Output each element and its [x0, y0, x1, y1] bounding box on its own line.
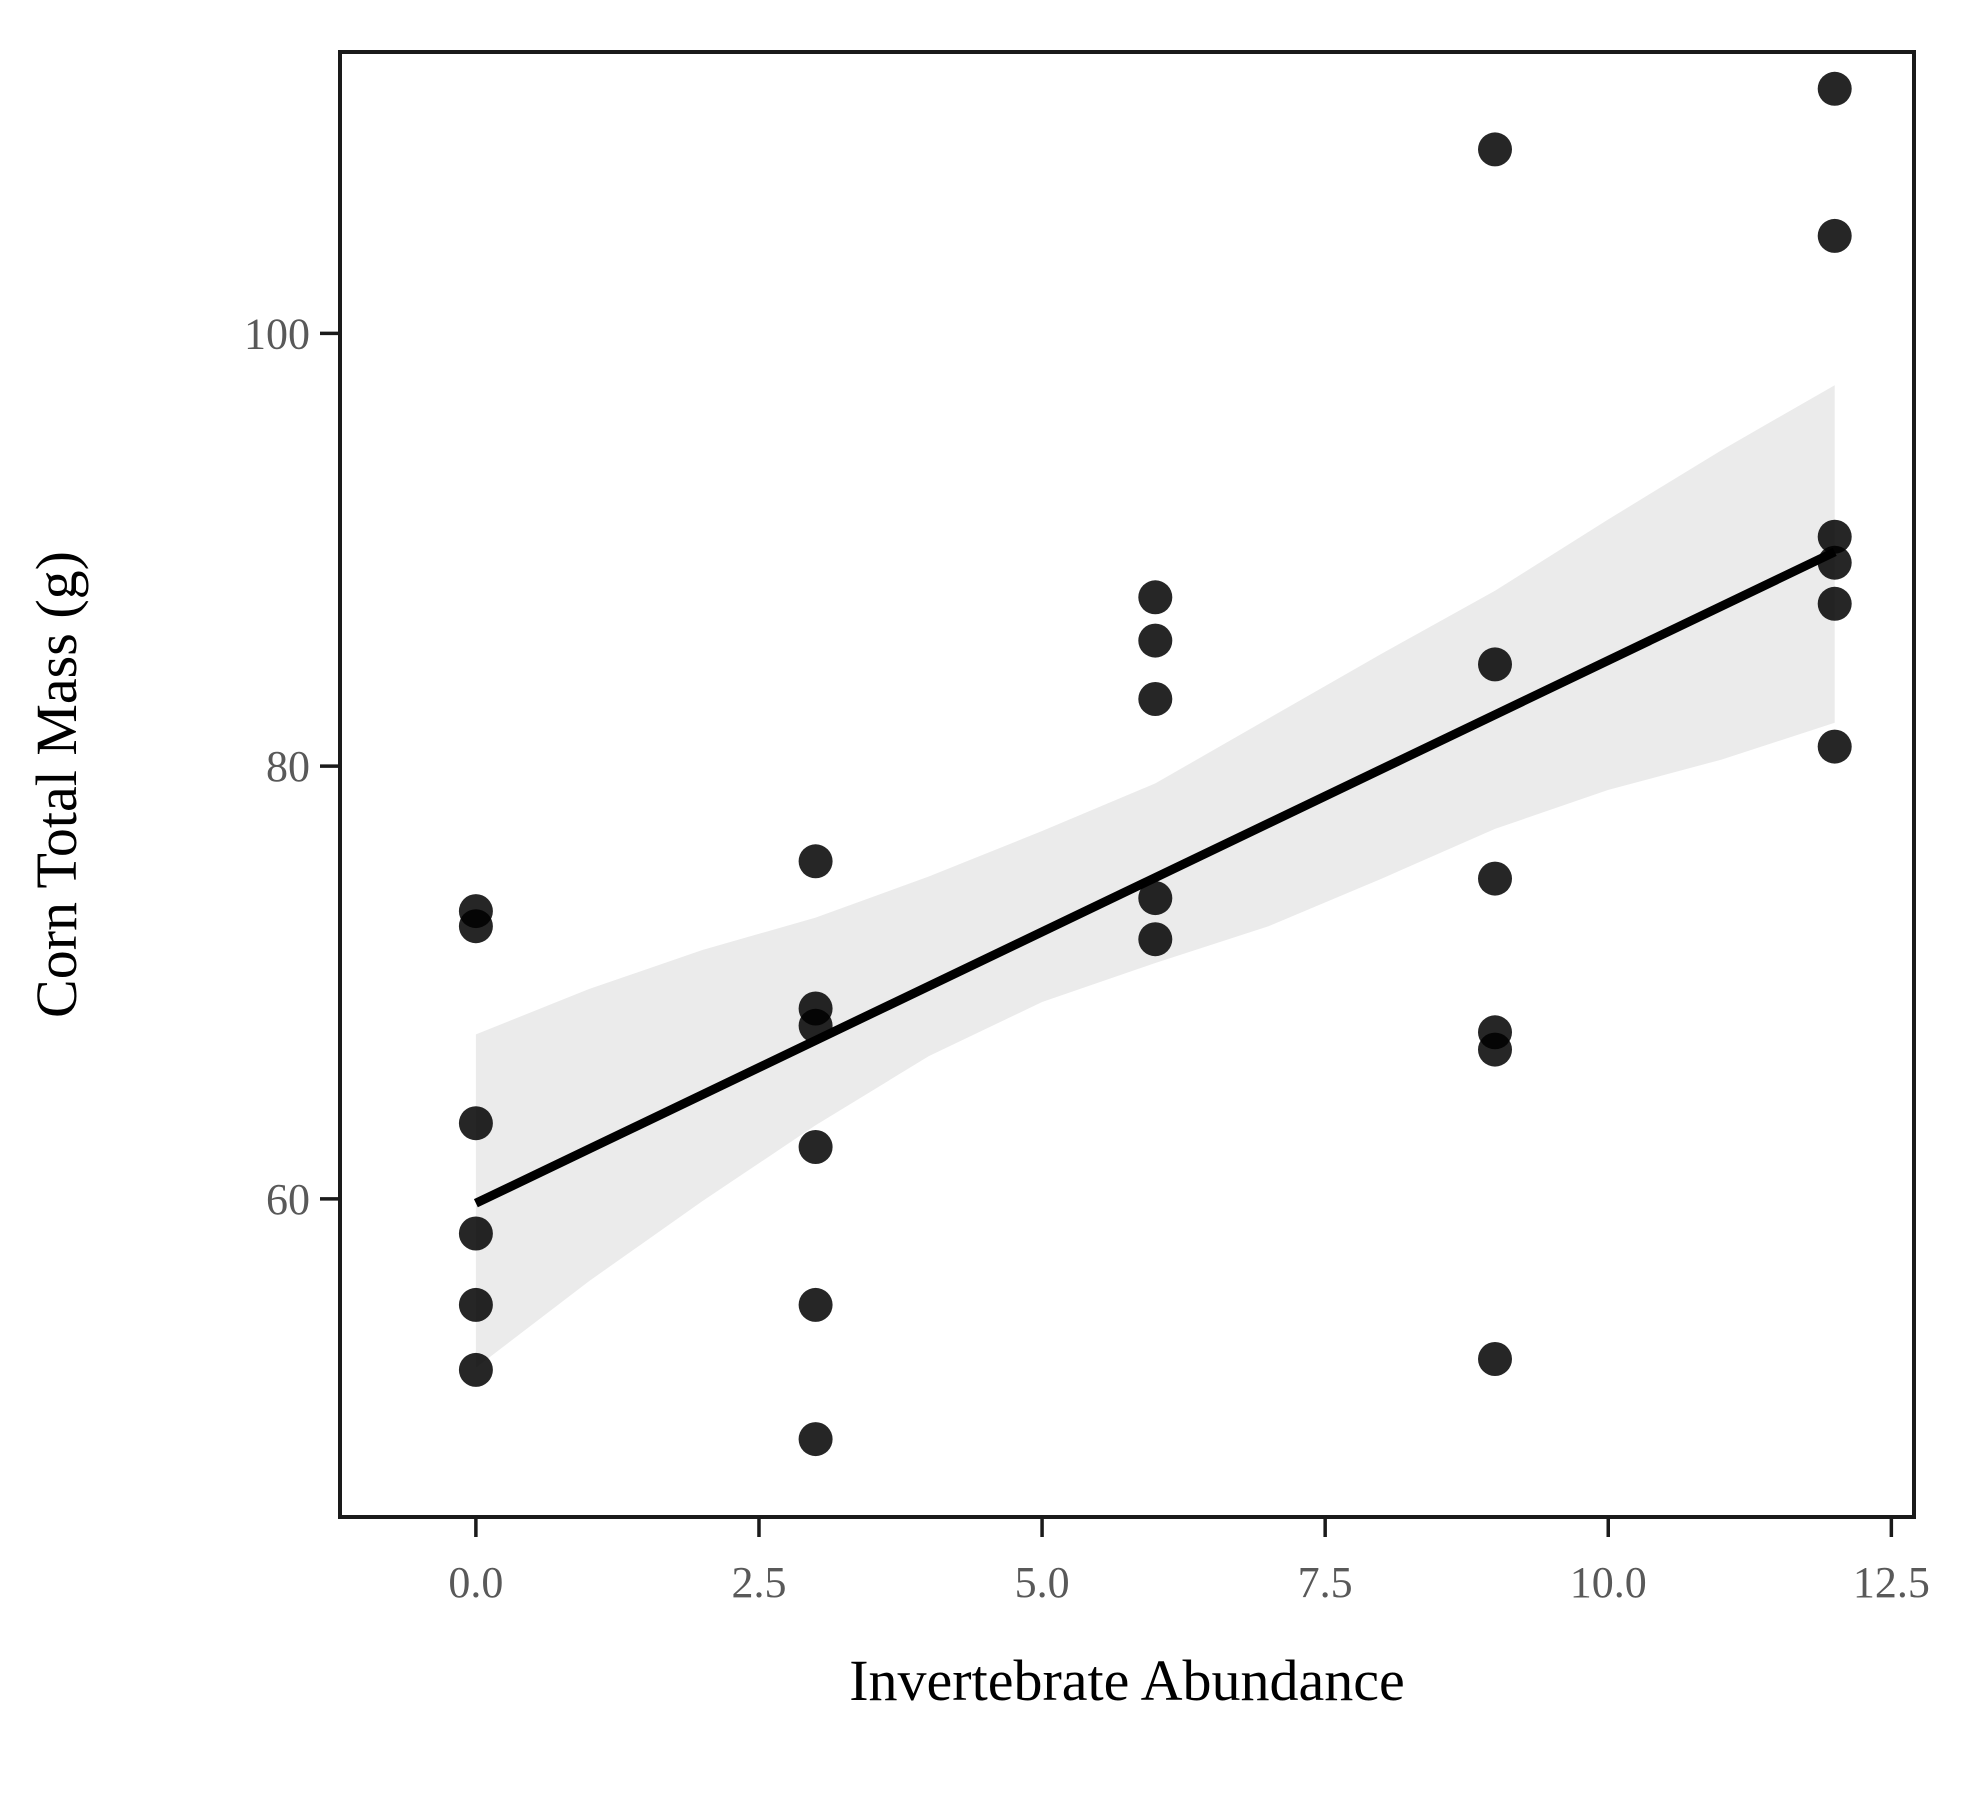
data-point — [1817, 729, 1852, 764]
data-point — [1478, 1342, 1512, 1376]
x-axis-title: Invertebrate Abundance — [849, 1648, 1405, 1713]
data-point — [1138, 623, 1173, 658]
data-point — [798, 1422, 833, 1457]
data-point — [458, 1106, 493, 1141]
data-point — [1138, 922, 1173, 957]
data-point — [1817, 545, 1852, 580]
data-point — [458, 1287, 493, 1322]
data-point — [1138, 881, 1173, 916]
y-axis-ticks: 60 80 100 — [244, 309, 340, 1224]
data-point — [1478, 647, 1512, 682]
data-point — [1478, 132, 1512, 167]
data-point — [1478, 1032, 1512, 1067]
y-tick-label: 80 — [266, 742, 310, 791]
data-point — [1817, 586, 1852, 621]
data-point — [798, 1008, 833, 1043]
data-point — [1817, 519, 1852, 554]
y-tick-label: 60 — [266, 1175, 310, 1224]
data-points-layer — [458, 71, 1852, 1457]
data-point — [1478, 861, 1512, 896]
data-point — [1817, 71, 1852, 106]
data-point — [798, 844, 833, 879]
regression-line — [473, 547, 1837, 1208]
y-tick-label: 100 — [244, 309, 310, 358]
x-tick-label: 2.5 — [731, 1558, 786, 1607]
data-point — [1138, 580, 1173, 615]
x-tick-label: 0.0 — [448, 1558, 503, 1607]
x-tick-label: 12.5 — [1853, 1558, 1930, 1607]
data-point — [458, 1352, 493, 1387]
data-point — [1138, 682, 1173, 716]
data-point — [458, 1216, 493, 1251]
y-axis-title: Corn Total Mass (g) — [24, 551, 89, 1018]
x-tick-label: 10.0 — [1570, 1558, 1647, 1607]
data-point — [798, 1287, 833, 1322]
x-tick-label: 5.0 — [1015, 1558, 1070, 1607]
data-point — [798, 1130, 833, 1164]
x-axis-ticks: 0.0 2.5 5.0 7.5 10.0 12.5 — [448, 1517, 1930, 1607]
x-tick-label: 7.5 — [1298, 1558, 1353, 1607]
plot-frame — [338, 50, 1916, 1519]
data-point — [1817, 218, 1852, 253]
data-point — [458, 909, 493, 944]
fit-line-layer — [473, 547, 1837, 1208]
